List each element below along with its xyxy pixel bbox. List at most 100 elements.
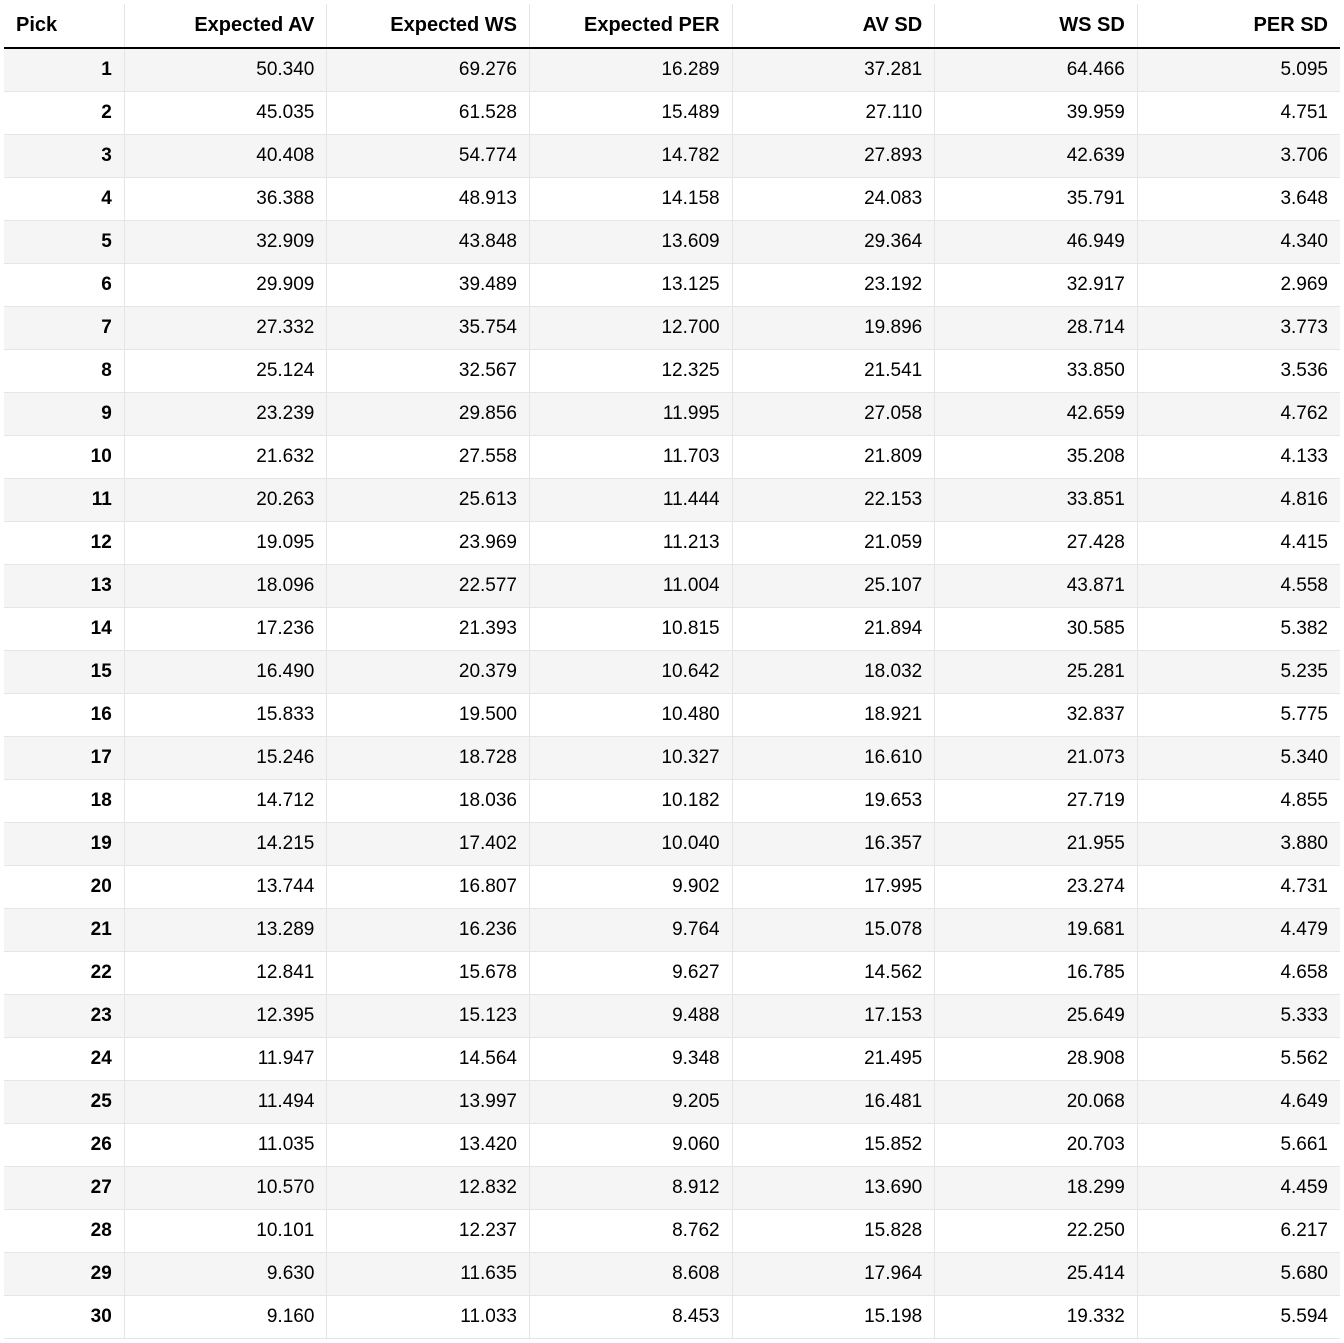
table-cell: 29.856	[327, 393, 530, 436]
table-cell: 15.489	[530, 92, 733, 135]
table-cell: 20.068	[935, 1081, 1138, 1124]
table-cell: 25.124	[124, 350, 327, 393]
table-row: 1120.26325.61311.44422.15333.8514.816	[4, 479, 1340, 522]
table-cell: 29	[4, 1253, 124, 1296]
table-row: 1417.23621.39310.81521.89430.5855.382	[4, 608, 1340, 651]
table-cell: 16.289	[530, 48, 733, 92]
table-cell: 8.453	[530, 1296, 733, 1339]
table-cell: 10	[4, 436, 124, 479]
table-cell: 2.969	[1137, 264, 1340, 307]
table-cell: 16.490	[124, 651, 327, 694]
table-cell: 11.444	[530, 479, 733, 522]
table-cell: 15.833	[124, 694, 327, 737]
table-cell: 33.850	[935, 350, 1138, 393]
table-row: 2013.74416.8079.90217.99523.2744.731	[4, 866, 1340, 909]
table-cell: 28.714	[935, 307, 1138, 350]
column-header-pick: Pick	[4, 4, 124, 48]
column-header-per-sd: PER SD	[1137, 4, 1340, 48]
table-cell: 25.107	[732, 565, 935, 608]
table-cell: 39.489	[327, 264, 530, 307]
table-row: 1021.63227.55811.70321.80935.2084.133	[4, 436, 1340, 479]
table-cell: 13.420	[327, 1124, 530, 1167]
table-cell: 5.235	[1137, 651, 1340, 694]
table-cell: 19.653	[732, 780, 935, 823]
table-cell: 27.058	[732, 393, 935, 436]
table-cell: 27.893	[732, 135, 935, 178]
table-cell: 13.744	[124, 866, 327, 909]
table-cell: 9.764	[530, 909, 733, 952]
table-cell: 21.541	[732, 350, 935, 393]
table-cell: 23.239	[124, 393, 327, 436]
table-cell: 23.969	[327, 522, 530, 565]
table-cell: 10.040	[530, 823, 733, 866]
table-row: 2212.84115.6789.62714.56216.7854.658	[4, 952, 1340, 995]
table-cell: 45.035	[124, 92, 327, 135]
table-cell: 69.276	[327, 48, 530, 92]
table-cell: 22.153	[732, 479, 935, 522]
table-row: 150.34069.27616.28937.28164.4665.095	[4, 48, 1340, 92]
table-cell: 4.658	[1137, 952, 1340, 995]
table-cell: 6.217	[1137, 1210, 1340, 1253]
table-cell: 24.083	[732, 178, 935, 221]
table-cell: 10.182	[530, 780, 733, 823]
column-header-expected-per: Expected PER	[530, 4, 733, 48]
table-cell: 4.762	[1137, 393, 1340, 436]
table-cell: 54.774	[327, 135, 530, 178]
table-cell: 18.921	[732, 694, 935, 737]
table-cell: 1	[4, 48, 124, 92]
table-cell: 4.855	[1137, 780, 1340, 823]
table-cell: 15	[4, 651, 124, 694]
table-cell: 16.481	[732, 1081, 935, 1124]
table-cell: 7	[4, 307, 124, 350]
table-cell: 8.762	[530, 1210, 733, 1253]
table-cell: 42.639	[935, 135, 1138, 178]
table-cell: 11.635	[327, 1253, 530, 1296]
table-row: 532.90943.84813.60929.36446.9494.340	[4, 221, 1340, 264]
table-row: 1318.09622.57711.00425.10743.8714.558	[4, 565, 1340, 608]
table-cell: 32.909	[124, 221, 327, 264]
table-cell: 4	[4, 178, 124, 221]
table-cell: 27.110	[732, 92, 935, 135]
table-cell: 18.299	[935, 1167, 1138, 1210]
table-cell: 4.558	[1137, 565, 1340, 608]
column-header-expected-ws: Expected WS	[327, 4, 530, 48]
table-cell: 11.033	[327, 1296, 530, 1339]
table-cell: 12.395	[124, 995, 327, 1038]
table-cell: 21	[4, 909, 124, 952]
table-cell: 9.627	[530, 952, 733, 995]
table-cell: 21.809	[732, 436, 935, 479]
table-cell: 32.567	[327, 350, 530, 393]
table-cell: 5.661	[1137, 1124, 1340, 1167]
table-cell: 14.564	[327, 1038, 530, 1081]
table-cell: 25.414	[935, 1253, 1138, 1296]
table-cell: 4.459	[1137, 1167, 1340, 1210]
table-cell: 17.402	[327, 823, 530, 866]
table-cell: 35.754	[327, 307, 530, 350]
table-cell: 11.494	[124, 1081, 327, 1124]
table-cell: 20.703	[935, 1124, 1138, 1167]
table-cell: 9.060	[530, 1124, 733, 1167]
table-cell: 27.428	[935, 522, 1138, 565]
table-cell: 12.700	[530, 307, 733, 350]
table-cell: 12.325	[530, 350, 733, 393]
table-cell: 17.153	[732, 995, 935, 1038]
table-cell: 11.947	[124, 1038, 327, 1081]
table-cell: 11.035	[124, 1124, 327, 1167]
table-cell: 10.101	[124, 1210, 327, 1253]
table-cell: 18.036	[327, 780, 530, 823]
table-cell: 9.205	[530, 1081, 733, 1124]
table-cell: 9.160	[124, 1296, 327, 1339]
table-cell: 18.728	[327, 737, 530, 780]
table-cell: 21.393	[327, 608, 530, 651]
table-cell: 46.949	[935, 221, 1138, 264]
table-cell: 27.558	[327, 436, 530, 479]
table-cell: 14.158	[530, 178, 733, 221]
table-cell: 14.215	[124, 823, 327, 866]
table-row: 340.40854.77414.78227.89342.6393.706	[4, 135, 1340, 178]
table-row: 923.23929.85611.99527.05842.6594.762	[4, 393, 1340, 436]
table-cell: 20	[4, 866, 124, 909]
table-cell: 4.415	[1137, 522, 1340, 565]
table-cell: 14.562	[732, 952, 935, 995]
column-header-av-sd: AV SD	[732, 4, 935, 48]
table-cell: 12	[4, 522, 124, 565]
